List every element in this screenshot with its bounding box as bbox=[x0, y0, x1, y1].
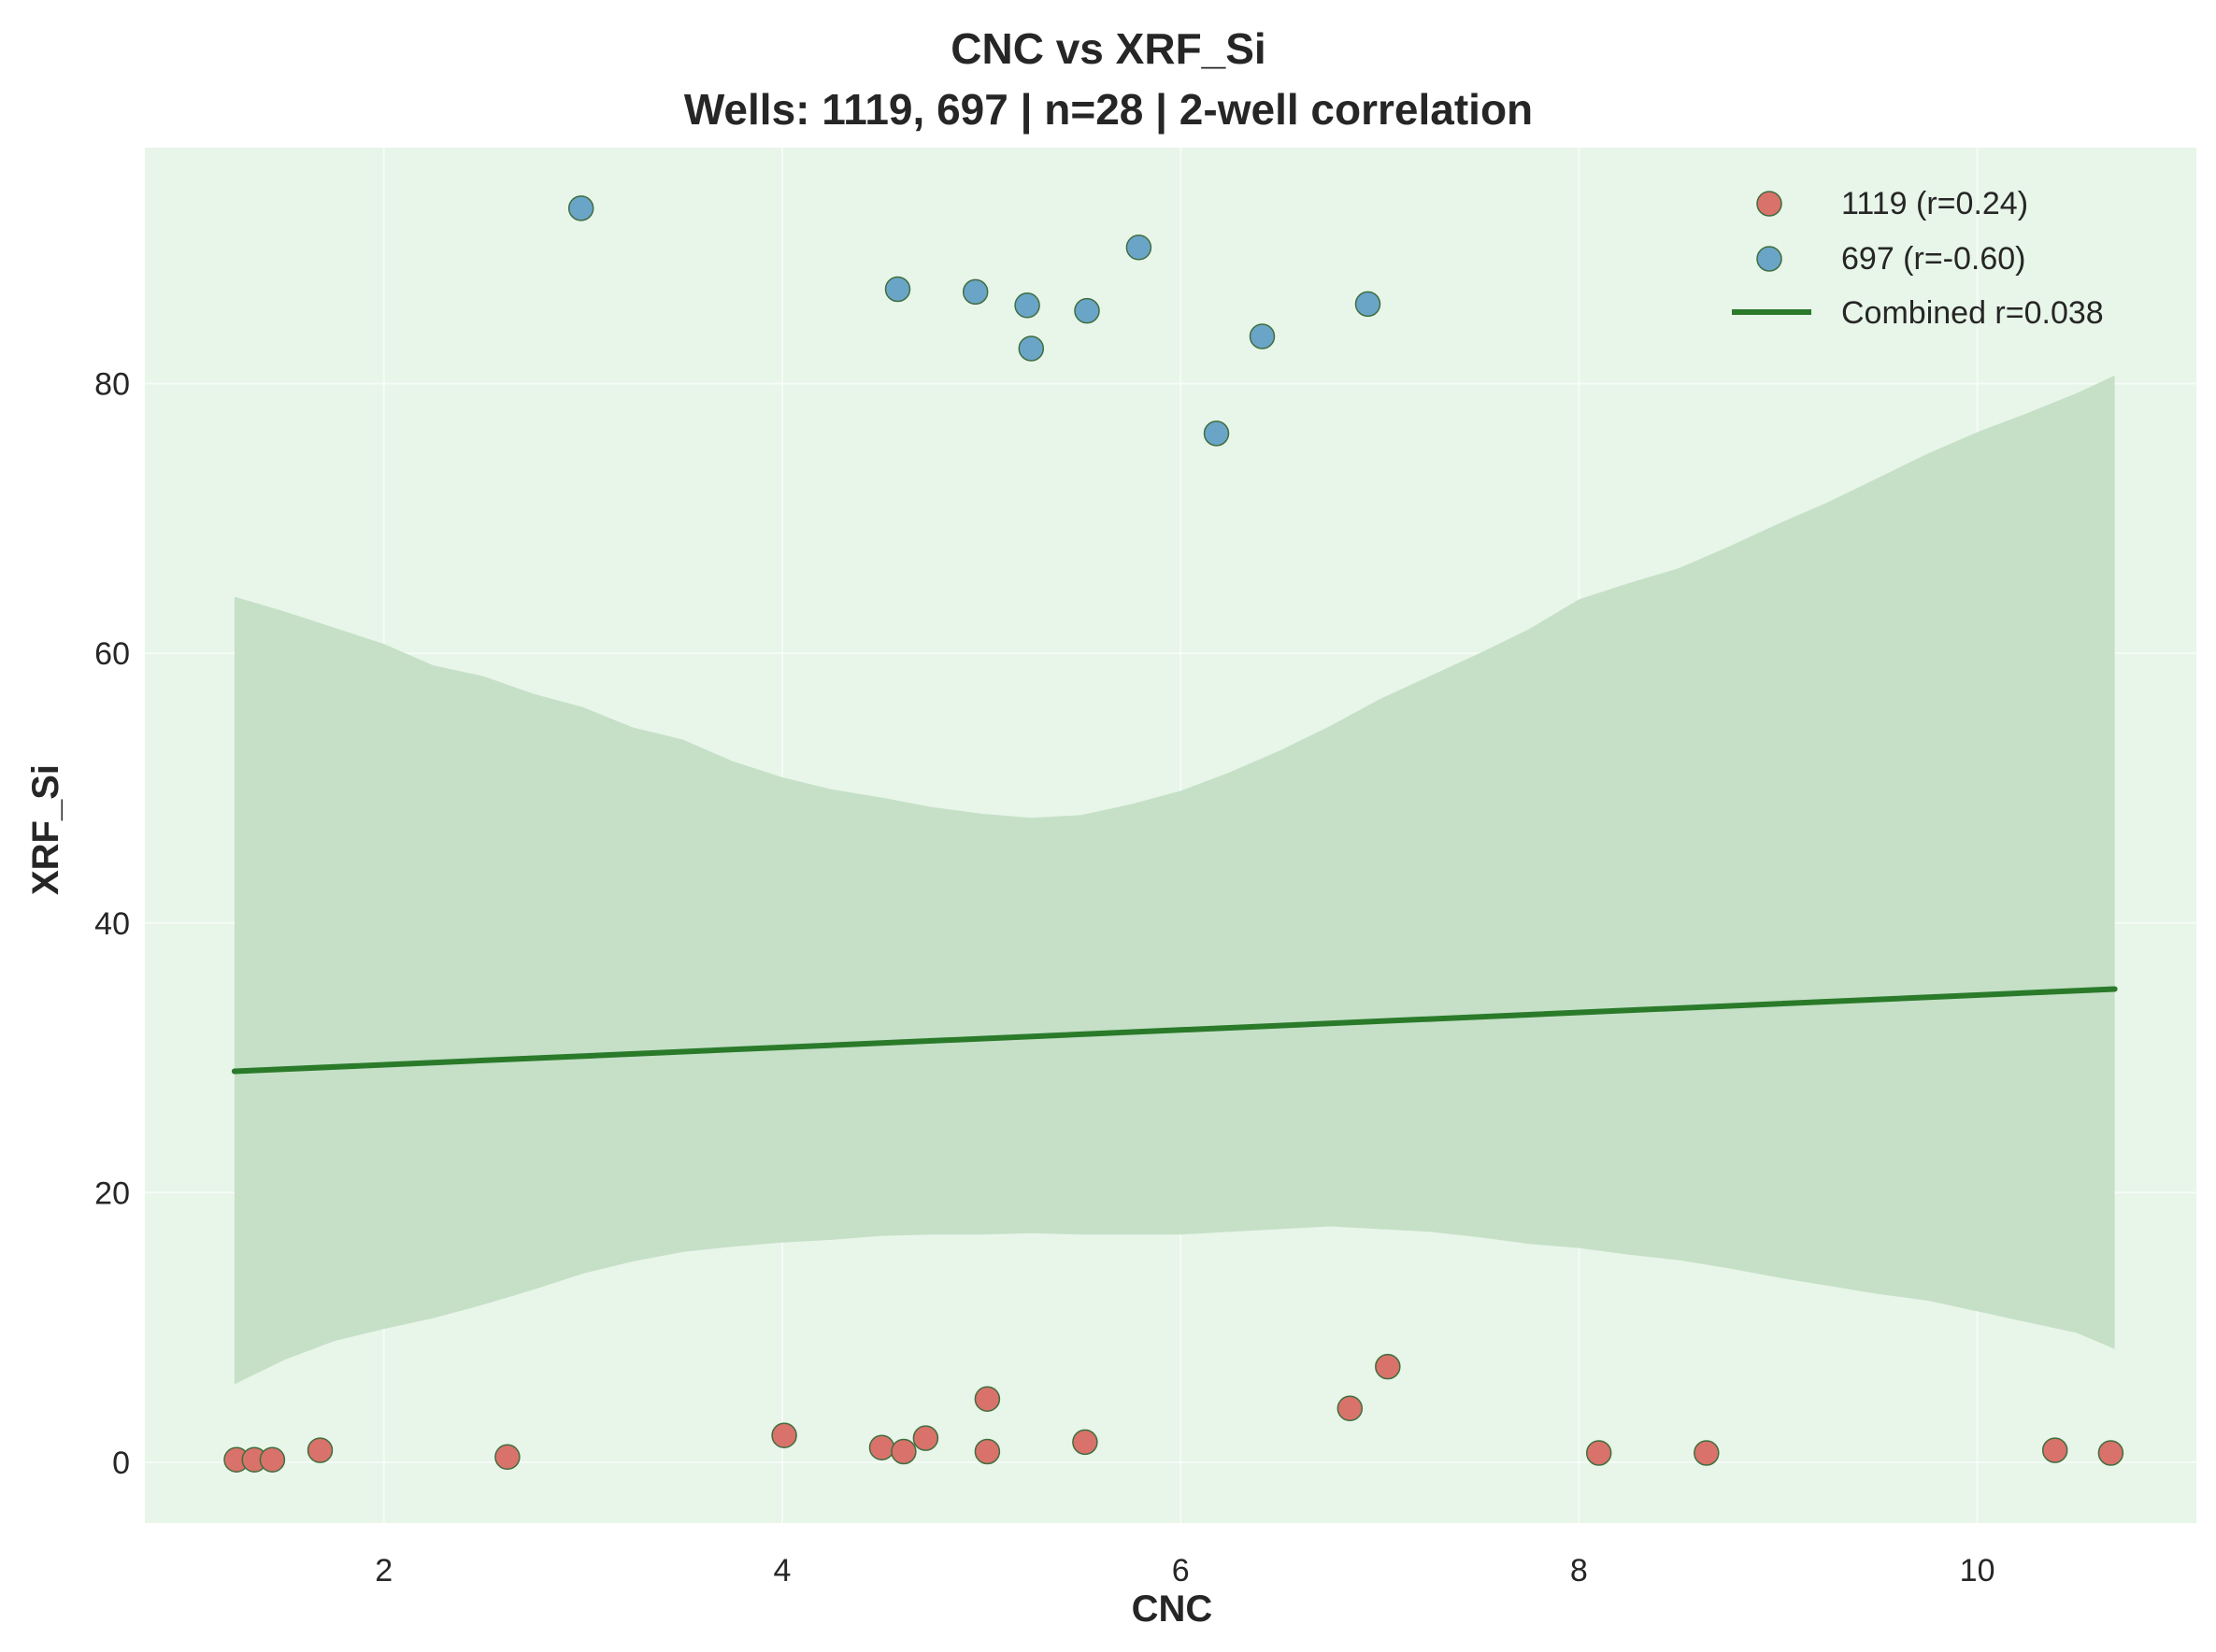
data-point-697 bbox=[1018, 335, 1045, 362]
x-tick-label: 10 bbox=[1960, 1553, 1995, 1588]
data-point-697 bbox=[1203, 420, 1230, 447]
data-point-1119 bbox=[1375, 1353, 1401, 1380]
data-point-1119 bbox=[868, 1434, 895, 1460]
legend-marker-697 bbox=[1756, 246, 1782, 272]
data-point-1119 bbox=[891, 1438, 917, 1465]
x-tick-label: 6 bbox=[1172, 1553, 1190, 1588]
data-point-1119 bbox=[974, 1438, 1001, 1465]
x-axis-label: CNC bbox=[1132, 1588, 1213, 1630]
data-point-1119 bbox=[494, 1444, 521, 1471]
axis-ticks: 2 4 6 8 10 0 20 40 60 80 bbox=[94, 367, 1994, 1588]
data-point-1119 bbox=[1694, 1440, 1720, 1466]
y-tick-label: 80 bbox=[94, 367, 130, 403]
legend-label-combined: Combined r=0.038 bbox=[1841, 295, 2104, 331]
data-point-697 bbox=[1249, 323, 1276, 349]
data-point-1119 bbox=[2097, 1440, 2124, 1466]
data-point-1119 bbox=[307, 1437, 334, 1463]
data-point-1119 bbox=[771, 1422, 797, 1448]
data-point-1119 bbox=[1585, 1440, 1612, 1466]
y-tick-label: 0 bbox=[112, 1446, 130, 1481]
data-point-697 bbox=[1125, 235, 1152, 261]
x-tick-label: 4 bbox=[773, 1553, 791, 1588]
fit-line bbox=[231, 986, 2118, 1075]
legend-marker-1119 bbox=[1756, 191, 1782, 217]
data-point-1119 bbox=[259, 1446, 286, 1473]
y-tick-label: 60 bbox=[94, 636, 130, 672]
data-point-697 bbox=[1014, 292, 1040, 319]
legend-label-697: 697 (r=-0.60) bbox=[1841, 241, 2026, 277]
x-tick-label: 8 bbox=[1570, 1553, 1588, 1588]
chart-title: CNC vs XRF_Si bbox=[951, 24, 1265, 73]
confidence-band bbox=[234, 375, 2115, 1385]
y-axis-label: XRF_Si bbox=[25, 764, 66, 895]
y-tick-label: 40 bbox=[94, 906, 130, 942]
chart-subtitle: Wells: 1119, 697 | n=28 | 2-well correla… bbox=[684, 85, 1533, 134]
data-point-1119 bbox=[1072, 1429, 1098, 1456]
data-point-697 bbox=[1074, 297, 1100, 324]
data-point-697 bbox=[962, 278, 989, 306]
data-points bbox=[223, 195, 2124, 1473]
y-tick-label: 20 bbox=[94, 1175, 130, 1211]
legend: 1119 (r=0.24) 697 (r=-0.60) Combined r=0… bbox=[1732, 186, 2104, 331]
data-point-1119 bbox=[1337, 1395, 1364, 1422]
legend-label-1119: 1119 (r=0.24) bbox=[1841, 186, 2028, 221]
data-point-1119 bbox=[974, 1386, 1001, 1412]
data-point-697 bbox=[1354, 291, 1381, 318]
data-point-697 bbox=[567, 195, 594, 221]
data-point-1119 bbox=[2041, 1437, 2068, 1463]
data-point-697 bbox=[884, 276, 911, 303]
x-tick-label: 2 bbox=[375, 1553, 393, 1588]
data-point-1119 bbox=[912, 1425, 939, 1451]
